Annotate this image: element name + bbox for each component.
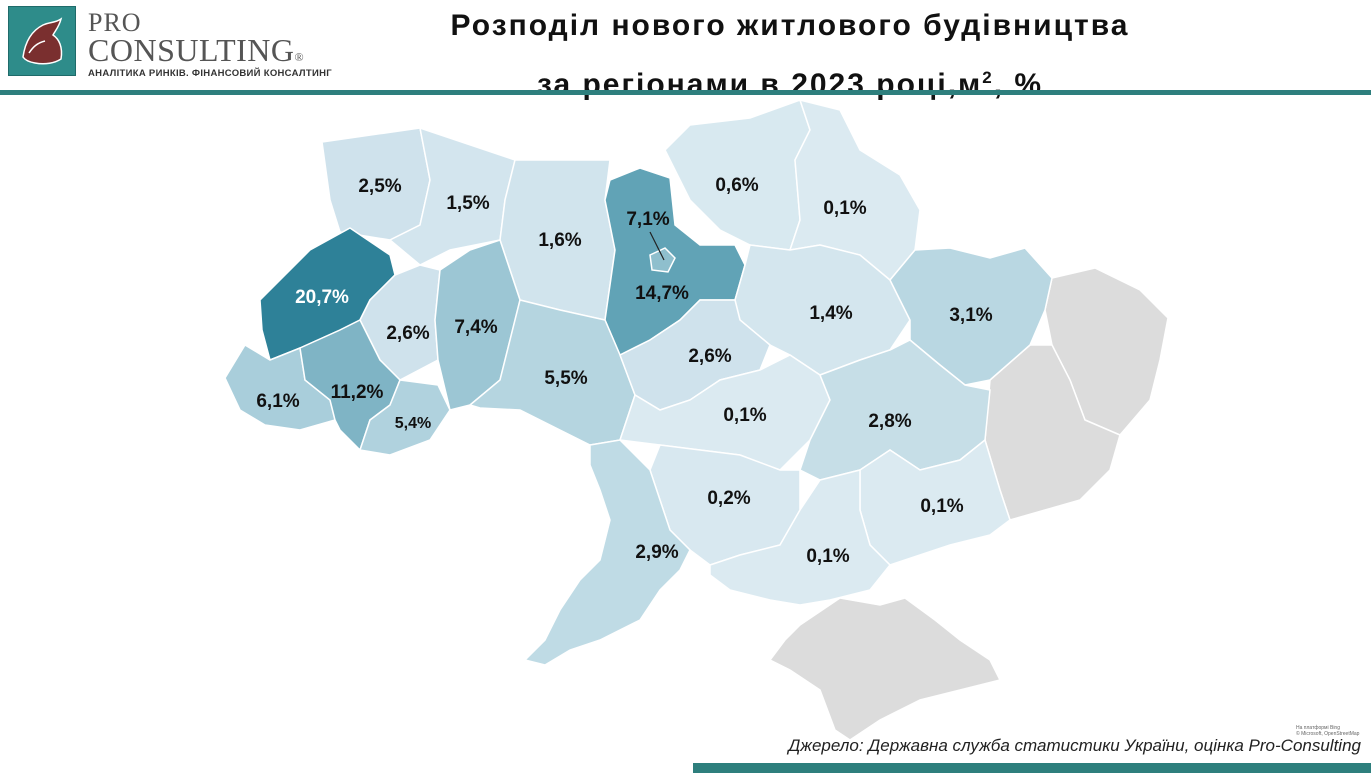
map-credit-line1: На платформі Bing [1296, 725, 1340, 731]
label-zakarpattia: 6,1% [256, 391, 300, 412]
company-logo: PRO CONSULTING® АНАЛІТИКА РИНКІВ. ФІНАНС… [8, 6, 332, 79]
title-line-2: за регіонами в 2023 році,м2, % [536, 68, 1044, 101]
label-rivne: 1,5% [446, 193, 490, 214]
label-kherson: 0,1% [806, 546, 850, 567]
label-sumy: 0,1% [823, 198, 867, 219]
label-cherkasy: 2,6% [688, 346, 732, 367]
region-crimea [768, 597, 1002, 741]
label-chernivtsi: 5,4% [394, 415, 432, 432]
logo-consulting-text: CONSULTING® [88, 32, 305, 68]
label-volyn: 2,5% [358, 176, 402, 197]
title-line-1: Розподіл нового житлового будівництва [450, 9, 1130, 42]
region-kyiv-city [649, 247, 676, 273]
label-kyiv-city: 7,1% [626, 209, 670, 230]
label-poltava: 1,4% [809, 303, 853, 324]
kyiv-leader-line [649, 231, 665, 261]
region-chernivtsi [359, 379, 451, 456]
rhino-logo-icon [8, 6, 76, 76]
map-credit-line2: © Microsoft, OpenStreetMap [1296, 731, 1360, 737]
source-note: Джерело: Державна служба статистики Укра… [788, 736, 1361, 755]
label-ternopil: 2,6% [386, 323, 430, 344]
page-title: Розподіл нового житлового будівництва за… [330, 0, 1250, 111]
logo-tagline: АНАЛІТИКА РИНКІВ. ФІНАНСОВИЙ КОНСАЛТИНГ [88, 68, 332, 79]
label-zhytomyr: 1,6% [538, 230, 582, 251]
label-kharkiv: 3,1% [949, 305, 993, 326]
label-zaporizhzhia: 0,1% [920, 496, 964, 517]
label-ivano-frankivsk: 11,2% [330, 382, 384, 403]
ukraine-choropleth-map [224, 98, 1169, 741]
label-kyiv-oblast: 14,7% [635, 283, 689, 304]
label-chernihiv: 0,6% [715, 175, 759, 196]
top-divider [0, 90, 1371, 95]
label-mykolaiv: 0,2% [707, 488, 751, 509]
bottom-divider [693, 763, 1371, 773]
label-lviv: 20,7% [295, 287, 349, 308]
label-vinnytsia: 5,5% [544, 368, 588, 389]
region-odesa [523, 439, 691, 666]
label-odesa: 2,9% [635, 542, 679, 563]
label-khmelnytskyi: 7,4% [454, 317, 498, 338]
map-credit: На платформі Bing © Microsoft, OpenStree… [1296, 725, 1359, 737]
label-kirovohrad: 0,1% [723, 405, 767, 426]
region-kherson [709, 469, 892, 606]
logo-pro-text: PRO [88, 8, 142, 37]
label-dnipropetrovsk: 2,8% [868, 411, 912, 432]
